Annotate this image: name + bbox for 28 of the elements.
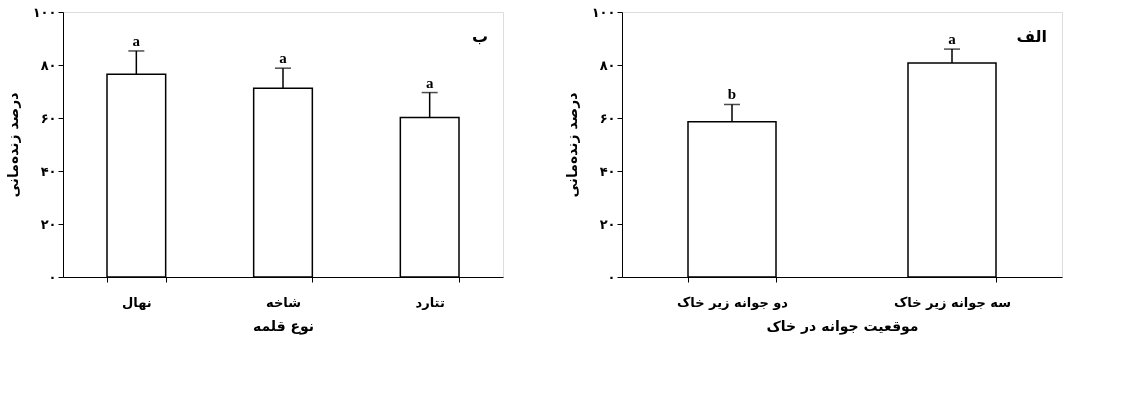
annotation: a bbox=[132, 32, 141, 49]
x-tick-label: دو جوانه زیر خاک bbox=[676, 294, 789, 310]
y-tick-label: ۰ bbox=[48, 269, 57, 285]
y-tick-label: ۰ bbox=[607, 269, 616, 285]
y-tick-label: ۱۰۰ bbox=[32, 4, 57, 20]
y-tick-label: ۴۰ bbox=[40, 163, 57, 179]
annotation: الف bbox=[1016, 27, 1047, 46]
y-tick-label: ۱۰۰ bbox=[591, 4, 616, 20]
x-tick-label: نهال bbox=[122, 294, 152, 310]
y-axis-title: درصد زنده‌مانی bbox=[563, 92, 580, 198]
x-tick-label: تتارد bbox=[415, 294, 445, 310]
y-tick-label: ۲۰ bbox=[599, 216, 616, 232]
annotation: a bbox=[948, 31, 957, 48]
annotation: b bbox=[727, 86, 737, 103]
y-tick-label: ۸۰ bbox=[40, 57, 57, 73]
annotation: a bbox=[279, 50, 288, 67]
y-axis-title: درصد زنده‌مانی bbox=[4, 92, 21, 198]
x-axis-title: موقعیت جوانه در خاک bbox=[766, 317, 919, 335]
y-tick-label: ۸۰ bbox=[599, 57, 616, 73]
annotation: a bbox=[425, 74, 434, 91]
x-tick-label: سه جوانه زیر خاک bbox=[894, 294, 1011, 310]
y-tick-label: ۶۰ bbox=[599, 110, 616, 126]
annotation: ب bbox=[471, 27, 488, 46]
y-tick-label: ۴۰ bbox=[599, 163, 616, 179]
y-tick-label: ۶۰ bbox=[40, 110, 57, 126]
x-tick-label: شاخه bbox=[266, 294, 301, 310]
y-tick-label: ۲۰ bbox=[40, 216, 57, 232]
x-axis-title: نوع قلمه bbox=[252, 317, 315, 335]
